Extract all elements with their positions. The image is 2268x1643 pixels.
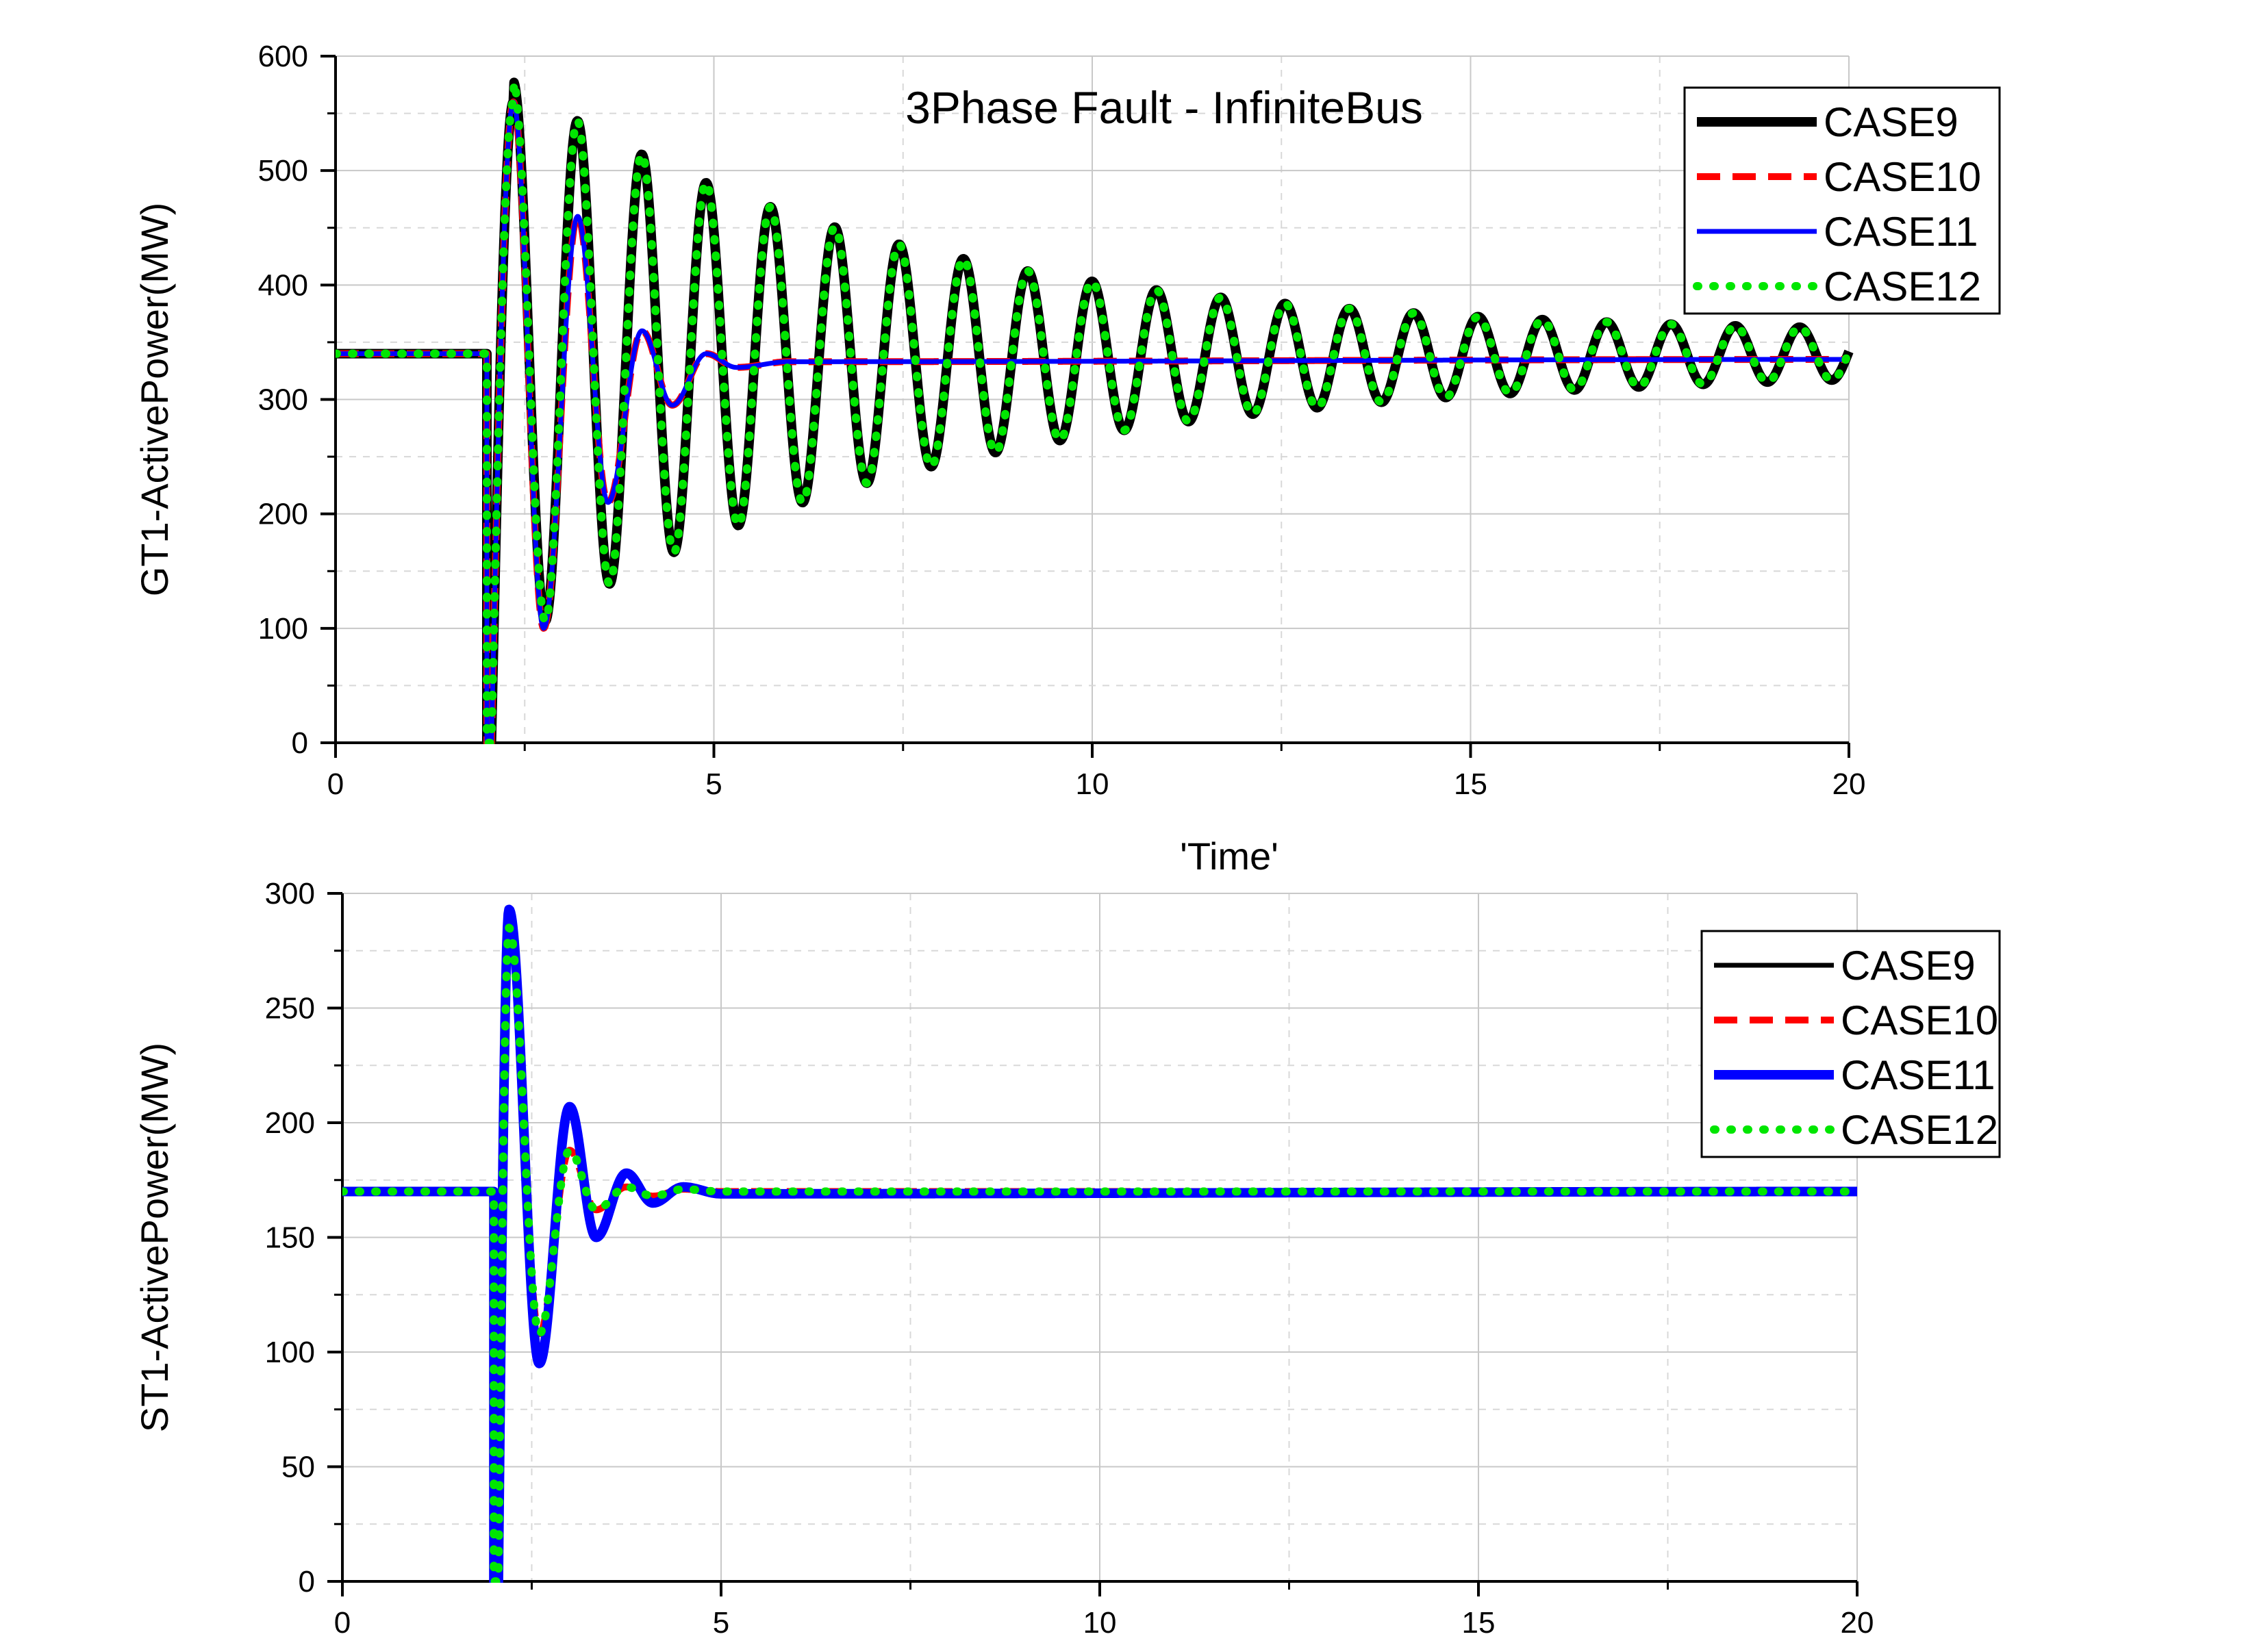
y-tick-label: 200 — [265, 1106, 315, 1140]
y-tick-label: 400 — [258, 268, 308, 302]
y-axis-title: ST1-ActivePower(MW) — [133, 1043, 176, 1432]
legend-label-case10: CASE10 — [1824, 154, 1981, 200]
y-tick-label: 150 — [265, 1221, 315, 1255]
chart-legend-top: CASE9 CASE10 CASE11 CASE12 — [1683, 86, 2001, 315]
x-tick-label: 15 — [1462, 1606, 1496, 1640]
grid — [335, 55, 1850, 743]
x-tick-label: 0 — [327, 767, 344, 801]
chart-st1: 0 5 10 15 20050100150200250300ST1-ActivePowe… — [133, 877, 2001, 1640]
legend-label-case11: CASE11 — [1824, 209, 1978, 255]
series-line-case11 — [336, 99, 1851, 744]
x-tick-label: 5 — [705, 767, 722, 801]
legend-label-case12: CASE12 — [1824, 264, 1981, 309]
x-tick-label: 10 — [1076, 767, 1109, 801]
x-tick-label: 20 — [1832, 767, 1866, 801]
y-tick-label: 300 — [258, 383, 308, 417]
legend-label-case11: CASE11 — [1841, 1052, 1995, 1098]
legend-box — [1700, 930, 2001, 1158]
x-tick-label: 10 — [1083, 1606, 1117, 1640]
y-tick-label: 500 — [258, 154, 308, 188]
plot-area — [342, 904, 1861, 1583]
chart-legend-bottom: CASE9 CASE10 CASE11 CASE12 — [1700, 930, 2001, 1158]
x-tick-label: 0 — [334, 1606, 351, 1640]
y-tick-label: 100 — [265, 1336, 315, 1369]
y-tick-label: 50 — [281, 1451, 315, 1484]
series-line-case12 — [342, 924, 1861, 1583]
y-tick-label: 250 — [265, 992, 315, 1026]
legend-label-case12: CASE12 — [1841, 1107, 1998, 1153]
legend-label-case10: CASE10 — [1841, 997, 1998, 1043]
x-tick-label: 20 — [1841, 1606, 1874, 1640]
y-tick-label: 0 — [299, 1565, 315, 1599]
y-tick-label: 0 — [292, 726, 308, 760]
legend-label-case9: CASE9 — [1841, 943, 1976, 989]
x-axis-title: 'Time' — [1180, 835, 1278, 878]
grid — [342, 893, 1858, 1582]
y-axis-title: GT1-ActivePower(MW) — [133, 203, 176, 597]
chart-title: 3Phase Fault - InfiniteBus — [905, 82, 1423, 133]
y-tick-label: 600 — [258, 40, 308, 73]
plot-area — [336, 77, 1854, 744]
y-tick-label: 100 — [258, 612, 308, 646]
legend-label-case9: CASE9 — [1824, 99, 1958, 145]
y-tick-label: 200 — [258, 498, 308, 531]
series-line-case12 — [336, 78, 1853, 744]
x-tick-label: 15 — [1454, 767, 1487, 801]
y-tick-label: 300 — [265, 877, 315, 910]
x-tick-label: 5 — [713, 1606, 729, 1640]
